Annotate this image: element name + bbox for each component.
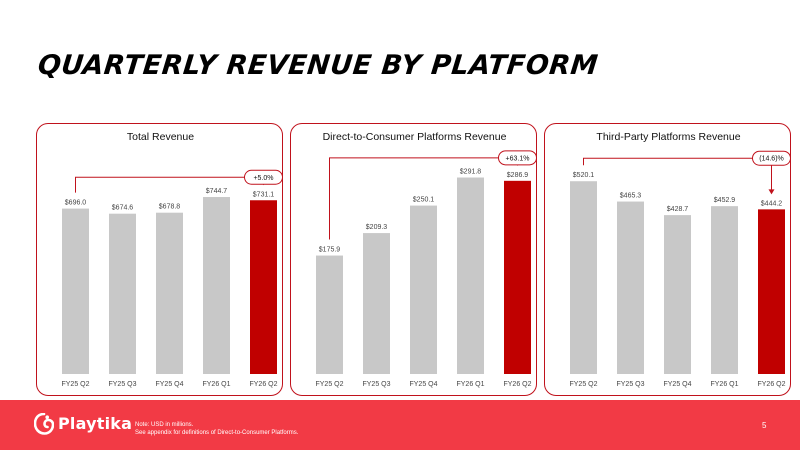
bar [410,205,437,374]
third-party-revenue-chart: Third-Party Platforms Revenue $520.1 FY25 … [569,131,790,388]
page-title: QUARTERLY REVENUE BY PLATFORM [36,50,600,81]
growth-bracket [75,176,264,193]
data-label: $696.0 [65,200,87,207]
x-tick-label: FY25 Q4 [155,381,183,388]
x-tick-label: FY25 Q3 [616,381,644,388]
growth-badge [752,150,790,166]
playtika-logo-icon [34,413,54,435]
chart-title: Total Revenue [127,131,194,143]
bar [316,255,343,374]
x-tick-label: FY26 Q1 [456,381,484,388]
bar [363,233,390,374]
bar [711,206,738,374]
page-number: 5 [762,421,767,430]
bar [250,200,277,374]
arrow-down-icon [768,189,775,195]
data-label: $444.2 [761,200,783,207]
x-tick-label: FY26 Q1 [710,381,738,388]
growth-badge [498,150,536,166]
x-tick-label: FY25 Q2 [315,381,343,388]
data-label: $452.9 [714,197,736,204]
data-label: $286.9 [507,172,529,179]
x-tick-label: FY25 Q4 [663,381,691,388]
data-label: $250.1 [413,197,435,204]
x-tick-label: FY26 Q2 [757,381,785,388]
bar [156,212,183,374]
footnote: Note: USD in millions. See appendix for … [135,421,298,437]
third-party-revenue-chart-panel: Third-Party Platforms Revenue $520.1 FY25 … [544,123,791,396]
bar [109,213,136,374]
bar [617,201,644,374]
x-tick-label: FY26 Q1 [202,381,230,388]
dtc-revenue-chart: Direct-to-Consumer Platforms Revenue $175… [315,131,536,388]
growth-label: +63.1% [506,155,530,162]
x-tick-label: FY25 Q4 [409,381,437,388]
data-label: $428.7 [667,206,689,213]
growth-label: (14.6)% [759,156,784,163]
bar [62,208,89,374]
growth-bracket [583,157,772,193]
total-revenue-chart: Total Revenue $696.0 FY25 Q2 $674.6 FY25 Q3 $… [61,131,282,388]
bar [570,181,597,374]
data-label: $674.6 [112,205,134,212]
data-label: $291.8 [460,169,482,176]
data-label: $678.8 [159,204,181,211]
footer-bar: Playtika Note: USD in millions. See appe… [0,400,800,450]
logo-wordmark: Playtika [58,414,133,433]
total-revenue-chart-panel: Total Revenue $696.0 FY25 Q2 $674.6 FY25 Q3 $… [36,123,283,396]
chart-title: Third-Party Platforms Revenue [596,131,740,143]
footnote-line: See appendix for definitions of Direct-t… [135,430,299,436]
x-tick-label: FY25 Q2 [61,381,89,388]
data-label: $175.9 [319,247,341,254]
x-tick-label: FY25 Q3 [362,381,390,388]
bar [664,215,691,374]
bar [203,197,230,374]
x-tick-label: FY26 Q2 [503,381,531,388]
growth-badge [244,169,282,185]
bar [504,180,531,374]
data-label: $744.7 [206,188,228,195]
data-label: $520.1 [573,172,595,179]
bar [758,209,785,374]
data-label: $731.1 [253,191,275,198]
bar [457,177,484,374]
x-tick-label: FY26 Q2 [249,381,277,388]
footnote-line: Note: USD in millions. [135,422,194,428]
data-label: $209.3 [366,224,388,231]
x-tick-label: FY25 Q3 [108,381,136,388]
x-tick-label: FY25 Q2 [569,381,597,388]
chart-title: Direct-to-Consumer Platforms Revenue [323,131,507,143]
dtc-revenue-chart-panel: Direct-to-Consumer Platforms Revenue $175… [290,123,537,396]
data-label: $465.3 [620,193,642,200]
growth-label: +5.0% [253,175,273,182]
